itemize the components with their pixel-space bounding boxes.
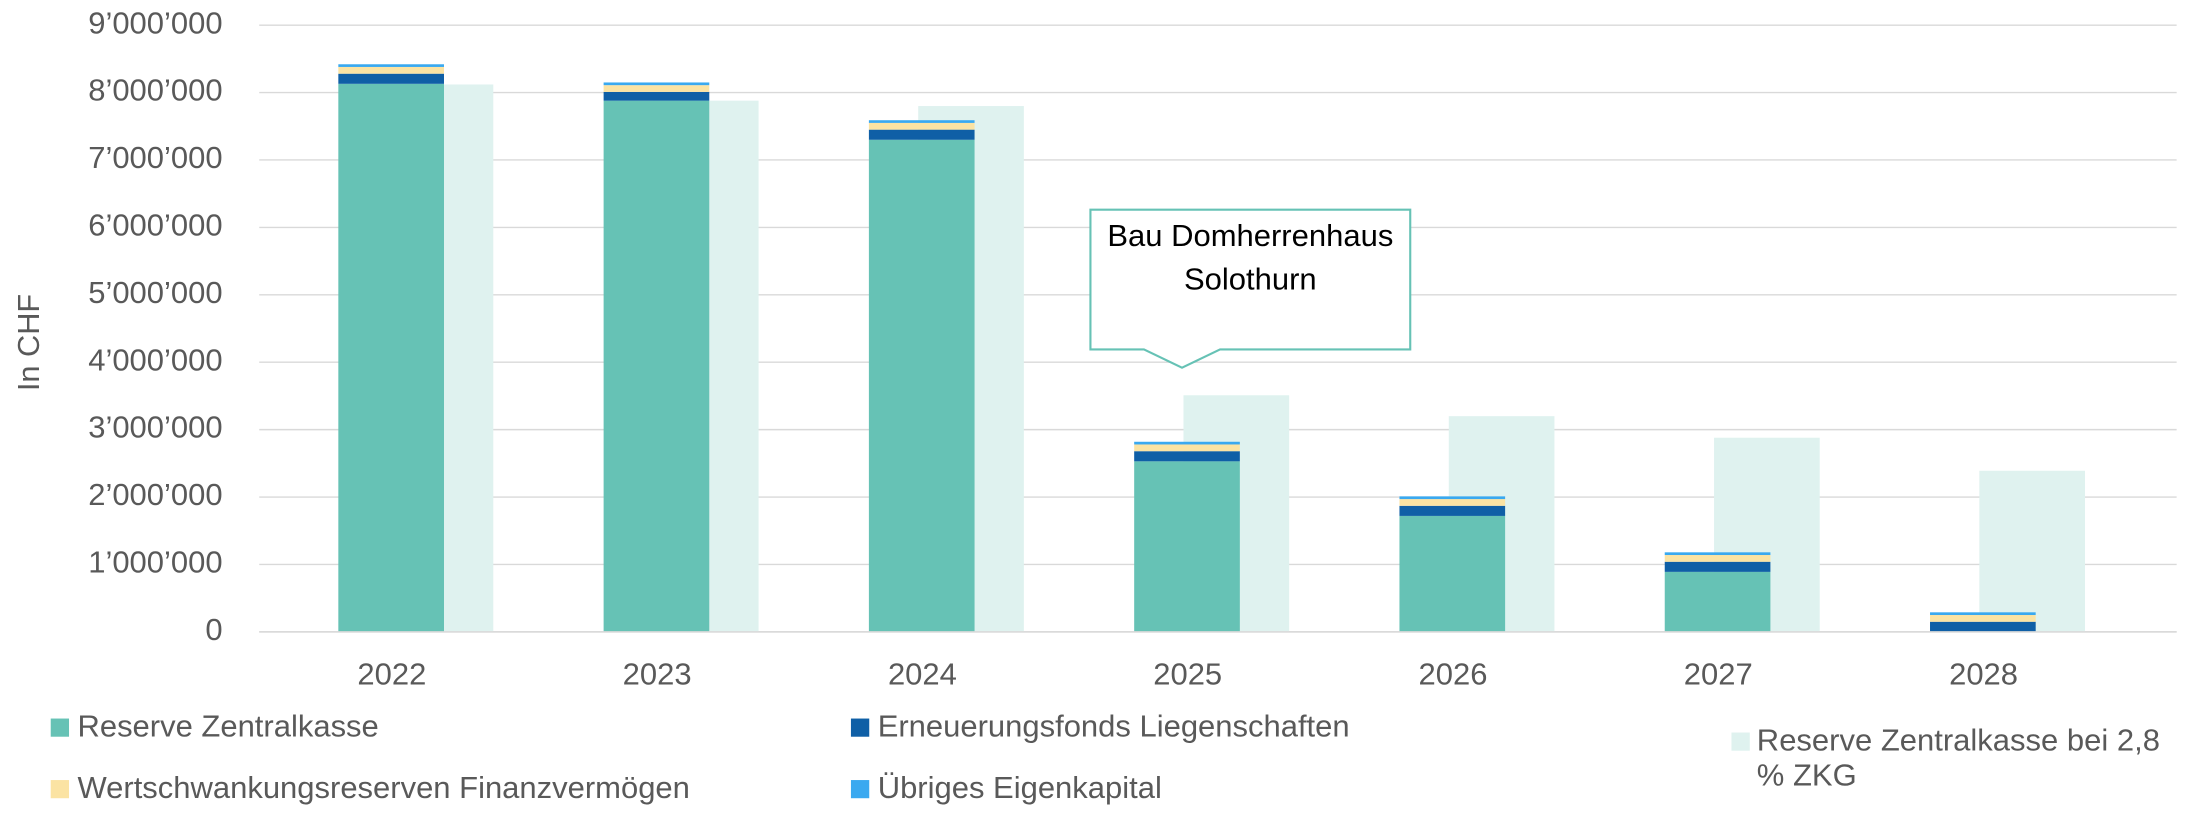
legend-swatch [50,780,70,799]
legend-label: Reserve Zentralkasse bei 2,8 % ZKG [1756,722,2160,793]
bar-segment [1930,621,2036,632]
x-tick-label: 2026 [1419,657,1488,692]
bar-segment [603,82,710,86]
bar-segment [603,100,710,632]
bar-segment [338,73,444,84]
y-tick-label: 8’000’000 [88,73,222,108]
bar-segment [1134,441,1240,445]
y-tick-label: 3’000’000 [88,410,222,445]
x-tick-label: 2022 [357,657,426,692]
bar-segment [603,85,710,92]
bar-segment [1664,552,1771,556]
bar-segment [1664,571,1771,632]
y-tick-label: 7’000’000 [88,140,222,175]
bar-segment [868,120,975,123]
bar-segment [1664,555,1771,562]
legend-swatch [850,780,870,799]
bar-segment [338,64,444,67]
x-tick-label: 2024 [888,657,957,692]
bar-segment [868,139,975,632]
x-tick-label: 2023 [623,657,692,692]
legend-label: Reserve Zentralkasse [77,709,378,744]
bar-segment [1930,612,2036,616]
legend-swatch [50,718,70,737]
bar-segment [338,66,444,74]
y-tick-label: 5’000’000 [88,275,222,310]
y-tick-label: 1’000’000 [88,545,222,580]
x-tick-label: 2025 [1153,657,1222,692]
y-tick-label: 6’000’000 [88,208,222,243]
bar-segment [868,122,975,130]
bar-segment [1134,461,1240,632]
bar-segment [1930,615,2036,622]
bar-segment [1399,496,1506,500]
bar-segment [1134,451,1240,462]
legend-label: Wertschwankungsreserven Finanzvermögen [77,770,689,805]
annotation-box: Bau Domherrenhaus Solothurn [1107,218,1394,297]
bar-segment [868,129,975,140]
bar-segment [1664,561,1771,572]
bar-segment [1399,515,1506,632]
x-tick-label: 2027 [1684,657,1753,692]
legend-swatch [850,718,870,737]
bar-segment [1134,444,1240,452]
legend-label: Erneuerungsfonds Liegenschaften [878,709,1350,744]
legend-label-box: Reserve Zentralkasse bei 2,8 % ZKG [1756,722,2160,793]
callout [1089,208,1412,369]
bar-segment [603,91,710,101]
bar-segment [1399,499,1506,506]
bar [1979,470,2085,632]
annotation: Bau Domherrenhaus Solothurn [1107,218,1394,297]
y-axis-label: In CHF [11,294,46,391]
legend-label: Übriges Eigenkapital [878,770,1162,805]
bar-segment [1399,505,1506,516]
y-tick-label: 2’000’000 [88,477,222,512]
y-tick-label: 4’000’000 [88,342,222,377]
y-tick-label: 0 [205,612,222,647]
legend-swatch [1731,732,1750,751]
y-tick-label: 9’000’000 [88,5,222,40]
x-tick-label: 2028 [1949,657,2018,692]
bar-segment [338,83,444,632]
